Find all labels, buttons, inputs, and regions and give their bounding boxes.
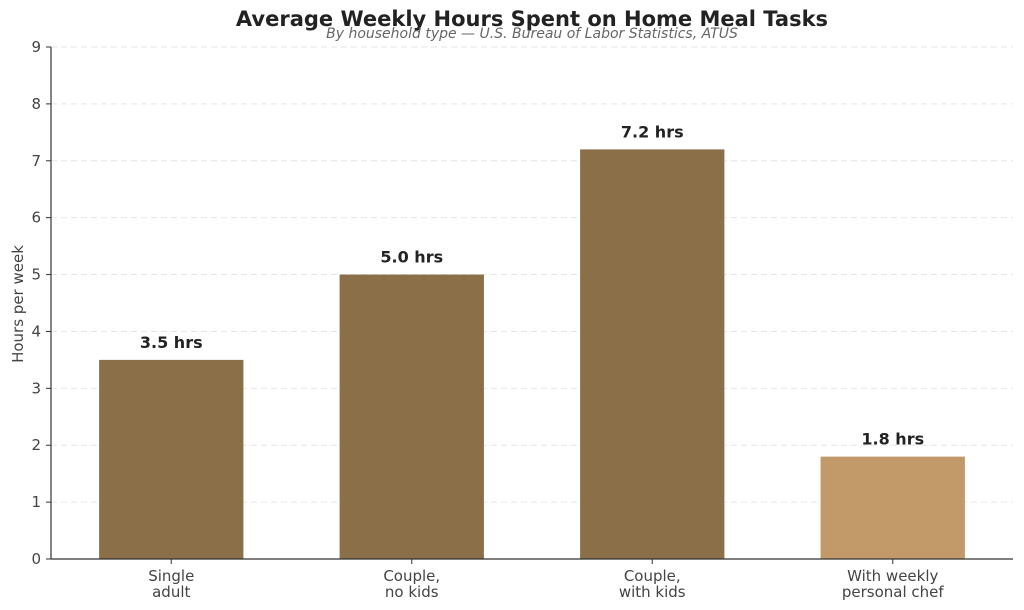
y-tick-label: 3: [31, 379, 41, 397]
x-tick-label-line: Couple,: [624, 567, 681, 585]
labels: 0 1 2 3 4 5 6 7 8 9 3.5 hrs Single adult 5.0 hrs Coupl…: [31, 38, 944, 601]
y-tick-label: 7: [31, 152, 41, 170]
x-tick-label-line: With weekly: [847, 567, 938, 585]
y-tick-label: 4: [31, 322, 41, 340]
chart-title: Average Weekly Hours Spent on Home Meal …: [236, 7, 828, 31]
chart-subtitle: By household type — U.S. Bureau of Labor…: [326, 26, 738, 42]
y-tick-label: 1: [31, 493, 41, 511]
y-tick-label: 6: [31, 209, 41, 227]
y-tick-label: 2: [31, 436, 41, 454]
bar-value-label: 3.5 hrs: [140, 333, 203, 352]
x-tick-label-line: no kids: [385, 583, 439, 601]
bar-value-label: 7.2 hrs: [621, 122, 684, 141]
x-tick-label: Single adult: [148, 567, 194, 601]
y-axis-label: Hours per week: [9, 245, 27, 363]
bar: [99, 359, 244, 559]
bars: [99, 149, 965, 559]
x-tick-label-line: Single: [148, 567, 194, 585]
x-tick-label: Couple, with kids: [619, 567, 686, 601]
x-tick-label-line: personal chef: [842, 583, 945, 601]
bar-value-label: 5.0 hrs: [380, 248, 443, 267]
x-tick-label-line: adult: [152, 583, 190, 601]
x-tick-label-line: with kids: [619, 583, 686, 601]
bar-value-label: 1.8 hrs: [861, 430, 924, 449]
bar: [820, 456, 965, 559]
bar: [339, 274, 484, 559]
y-tick-label: 9: [31, 38, 41, 56]
axes: [46, 46, 1013, 564]
x-tick-label: Couple, no kids: [383, 567, 440, 601]
y-tick-label: 5: [31, 266, 41, 284]
y-tick-label: 8: [31, 95, 41, 113]
bar: [580, 149, 725, 559]
x-tick-label-line: Couple,: [383, 567, 440, 585]
y-tick-label: 0: [31, 550, 41, 568]
x-tick-label: With weekly personal chef: [842, 567, 945, 601]
